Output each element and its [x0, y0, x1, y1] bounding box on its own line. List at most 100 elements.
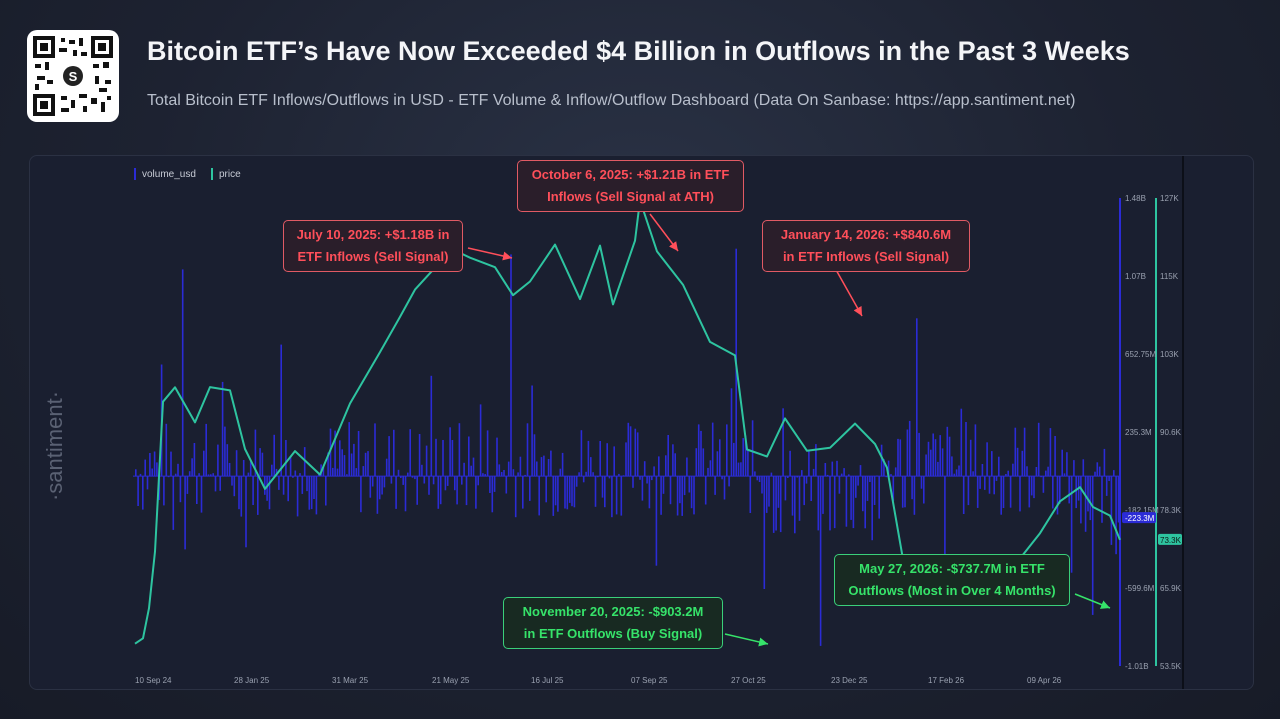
volume-bar	[278, 476, 280, 490]
volume-bar	[803, 476, 805, 506]
volume-bar	[1068, 476, 1070, 504]
volume-bar	[207, 474, 210, 477]
volume-bar	[571, 476, 573, 507]
legend-swatch-volume	[134, 168, 136, 180]
volume-bar	[425, 445, 428, 477]
volume-bar	[761, 476, 763, 494]
volume-bar	[568, 476, 571, 503]
callout-january-line2: in ETF Inflows (Sell Signal)	[782, 249, 950, 264]
volume-bar	[247, 472, 250, 477]
price-axis-tick-label: 115K	[1160, 272, 1179, 281]
volume-bar	[512, 469, 515, 477]
volume-bar	[855, 476, 857, 498]
volume-bar	[245, 476, 247, 548]
volume-bar	[233, 476, 236, 497]
volume-bar	[1082, 459, 1085, 477]
volume-bar	[892, 476, 895, 501]
volume-bar	[1049, 428, 1052, 477]
volume-bar	[885, 476, 888, 478]
volume-bar	[747, 450, 749, 477]
volume-bar	[873, 476, 876, 505]
volume-bar	[228, 463, 231, 477]
volume-bar	[390, 476, 393, 484]
volume-bar	[153, 451, 156, 477]
volume-bar	[1007, 470, 1009, 477]
callout-november-line1: November 20, 2025: -$903.2M	[522, 604, 704, 619]
volume-bar	[416, 476, 418, 505]
volume-bar	[611, 476, 613, 518]
volume-bar	[186, 476, 189, 494]
volume-bar	[695, 448, 698, 477]
volume-bar	[1023, 427, 1026, 477]
volume-bar	[393, 429, 395, 477]
volume-bar	[167, 476, 170, 478]
legend-swatch-price	[211, 168, 213, 180]
volume-bar	[911, 476, 913, 500]
volume-bar	[289, 456, 292, 477]
volume-bar	[303, 447, 306, 477]
volume-axis-tick-label: 652.75M	[1125, 350, 1156, 359]
volume-bar	[756, 476, 759, 481]
volume-bar	[704, 476, 707, 505]
x-axis-tick-label: 27 Oct 25	[731, 676, 766, 685]
volume-bar	[437, 476, 440, 509]
volume-bar	[636, 432, 639, 477]
volume-bar	[522, 476, 524, 509]
volume-bar	[336, 468, 339, 477]
volume-bar	[1030, 476, 1033, 496]
volume-bar	[594, 476, 597, 507]
volume-bar	[984, 476, 986, 490]
volume-bar	[733, 442, 735, 477]
volume-bar	[674, 453, 676, 477]
volume-bar	[805, 476, 808, 484]
volume-bar	[1042, 476, 1045, 493]
arrow-october	[649, 213, 679, 252]
arrow-may	[1074, 593, 1111, 609]
volume-bar	[151, 468, 153, 477]
volume-bar	[1056, 476, 1059, 515]
volume-bar	[634, 428, 637, 477]
volume-bar	[357, 431, 360, 477]
volume-bar	[315, 476, 318, 515]
price-axis-tick-label: 65.9K	[1160, 584, 1182, 593]
volume-bar	[339, 440, 341, 477]
volume-bar	[988, 476, 991, 494]
volume-bar	[625, 442, 627, 477]
volume-bar	[1052, 476, 1054, 509]
volume-bar	[822, 476, 824, 514]
volume-bar	[620, 476, 623, 516]
volume-bar	[561, 452, 564, 477]
volume-bar	[144, 459, 146, 477]
volume-bar	[575, 476, 578, 487]
volume-bar	[1054, 436, 1056, 477]
volume-bar	[878, 476, 880, 519]
volume-bar	[353, 443, 355, 477]
volume-bar	[432, 476, 435, 485]
volume-bar	[965, 422, 967, 477]
volume-current-label: -223.3M	[1125, 514, 1155, 523]
volume-bar	[1000, 476, 1002, 515]
price-axis-tick-label: 78.3K	[1160, 506, 1182, 515]
volume-bar	[578, 472, 580, 477]
volume-bar	[883, 459, 885, 477]
volume-bar	[364, 452, 367, 477]
legend-item-price[interactable]: price	[211, 168, 241, 180]
volume-bar	[754, 471, 756, 477]
legend-item-volume[interactable]: volume_usd	[134, 168, 196, 180]
volume-bar	[779, 476, 782, 533]
volume-bar	[280, 344, 282, 477]
volume-bar	[257, 476, 259, 515]
volume-bar	[327, 452, 329, 477]
volume-bar	[627, 422, 630, 477]
volume-bar	[470, 465, 472, 477]
volume-bar	[751, 420, 754, 477]
volume-bar	[1091, 476, 1094, 615]
volume-bar	[341, 449, 343, 477]
volume-bar	[925, 454, 927, 477]
volume-bar	[714, 476, 716, 495]
x-axis-tick-label: 07 Sep 25	[631, 676, 668, 685]
volume-bar	[299, 473, 301, 477]
x-axis-tick-label: 09 Apr 26	[1027, 676, 1062, 685]
volume-bar	[948, 436, 951, 477]
volume-bar	[212, 473, 214, 477]
